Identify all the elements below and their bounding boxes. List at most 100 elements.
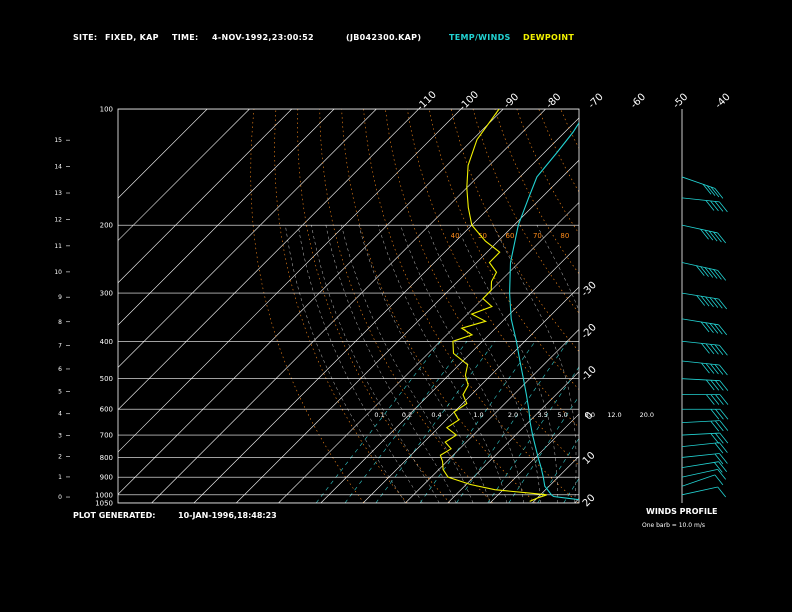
wind-barb-staff xyxy=(681,176,716,189)
wind-barb-flag xyxy=(715,420,724,432)
plot-generated-label: PLOT GENERATED: xyxy=(73,511,156,520)
isotherm-line xyxy=(118,109,462,453)
height-tick-label: 8 xyxy=(58,319,62,326)
wind-barb-flag xyxy=(717,469,727,480)
isotherm-line xyxy=(278,202,579,503)
top-temperature-label: -80 xyxy=(544,92,563,111)
pressure-tick-label: 1000 xyxy=(95,491,113,499)
pressure-tick-label: 100 xyxy=(100,106,113,114)
wind-barb-flag xyxy=(719,420,729,431)
pressure-tick-label: 600 xyxy=(100,406,113,414)
wind-barb-flag xyxy=(708,230,718,242)
wind-barb-flag xyxy=(717,270,727,281)
wind-barb-flag xyxy=(700,228,709,240)
height-tick-label: 14 xyxy=(54,164,62,171)
wind-barb-flag xyxy=(705,379,715,391)
file-id: (JB042300.KAP) xyxy=(346,33,422,42)
dry-adiabat-line xyxy=(428,109,579,390)
wind-barb-flag xyxy=(701,343,710,354)
dry-adiabat-label: 60 xyxy=(506,232,515,240)
isotherm-line xyxy=(574,498,579,503)
top-temperature-label: -110 xyxy=(415,89,439,113)
dry-adiabat-line xyxy=(670,109,792,503)
moist-adiabat-line xyxy=(492,224,577,503)
wind-barb-flag xyxy=(710,379,720,391)
wind-barb-staff xyxy=(681,442,720,448)
wind-barb-flag xyxy=(715,408,724,420)
height-tick-label: 6 xyxy=(58,366,62,373)
wind-barb-staff xyxy=(681,474,716,487)
height-tick-label: 7 xyxy=(58,343,62,350)
wind-barb-staff xyxy=(681,360,720,366)
mixing-ratio-label: 0.2 xyxy=(402,411,412,419)
wind-barb-flag xyxy=(714,474,724,486)
mixing-ratio-label: 5.0 xyxy=(557,411,567,419)
right-temperature-label: -20 xyxy=(580,322,599,341)
pressure-tick-label: 300 xyxy=(100,290,113,298)
wind-barb-flag xyxy=(714,201,724,212)
wind-barb-flag xyxy=(715,380,724,391)
top-temperature-label: -40 xyxy=(713,92,732,111)
wind-barb-staff xyxy=(681,432,720,436)
dry-adiabat-line xyxy=(407,109,579,428)
site-value: FIXED, KAP xyxy=(105,33,159,42)
wind-barb-flag xyxy=(705,296,714,308)
top-temperature-label: -60 xyxy=(629,92,648,111)
wind-barb-flag xyxy=(705,363,715,374)
wind-barb-flag xyxy=(705,322,714,333)
wind-barb-flag xyxy=(719,408,729,420)
wind-barb-flag xyxy=(695,265,705,276)
isotherm-line xyxy=(405,328,579,503)
isotherm-line xyxy=(118,109,208,199)
winds-profile-note: One barb = 10.0 m/s xyxy=(642,522,705,529)
wind-barb-staff xyxy=(681,461,719,468)
wind-barb-flag xyxy=(710,200,719,212)
wind-barb-flag xyxy=(713,231,722,243)
plot-generated-value: 10-JAN-1996,18:48:23 xyxy=(178,511,277,520)
right-temperature-label: -10 xyxy=(580,364,599,383)
wind-barb-flag xyxy=(719,201,728,213)
wind-barb-flag xyxy=(706,394,715,405)
wind-barb-flag xyxy=(709,323,719,334)
mixing-ratio-label: 8.0 xyxy=(585,411,595,419)
height-tick-label: 2 xyxy=(58,453,62,460)
moist-adiabat-line xyxy=(426,225,542,503)
wind-barb-flag xyxy=(713,323,723,335)
dry-adiabat-line xyxy=(538,109,579,193)
mixing-ratio-label: 0.4 xyxy=(431,411,441,419)
wind-barb-flag xyxy=(710,394,720,405)
wind-barb-flag xyxy=(713,462,723,473)
isotherm-line xyxy=(118,109,419,411)
wind-barb-staff xyxy=(681,486,718,496)
wind-barb-flag xyxy=(718,324,728,336)
isotherm-line xyxy=(118,109,504,495)
temperature-profile-line xyxy=(509,121,579,501)
dry-adiabat-line xyxy=(516,109,579,235)
height-tick-label: 4 xyxy=(58,411,62,418)
dry-adiabat-line xyxy=(297,109,451,503)
dry-adiabat-line xyxy=(758,109,792,503)
wind-barb-flag xyxy=(714,453,724,465)
height-tick-label: 12 xyxy=(54,216,62,223)
wind-barb-flag xyxy=(717,486,727,498)
wind-barb-flag xyxy=(718,298,728,310)
wind-barb-flag xyxy=(708,268,718,279)
mixing-ratio-line xyxy=(598,341,695,503)
mixing-ratio-label: 20.0 xyxy=(640,411,654,419)
moist-adiabat-line xyxy=(285,225,406,503)
time-value: 4-NOV-1992,23:00:52 xyxy=(212,33,314,42)
site-label: SITE: xyxy=(73,33,98,42)
dry-adiabat-line xyxy=(604,109,792,503)
top-temperature-label: -50 xyxy=(671,92,690,111)
wind-barb-flag xyxy=(710,408,720,420)
height-tick-label: 13 xyxy=(54,190,62,197)
wind-barb-flag xyxy=(714,442,724,454)
wind-barb-flag xyxy=(700,321,710,333)
wind-barb-flag xyxy=(719,380,729,391)
dry-adiabat-line xyxy=(385,109,579,466)
height-tick-label: 1 xyxy=(58,474,62,481)
dry-adiabat-line xyxy=(494,109,579,275)
pressure-tick-label: 200 xyxy=(100,222,113,230)
wind-barb-flag xyxy=(713,269,722,280)
wind-barb-flag xyxy=(705,200,715,211)
